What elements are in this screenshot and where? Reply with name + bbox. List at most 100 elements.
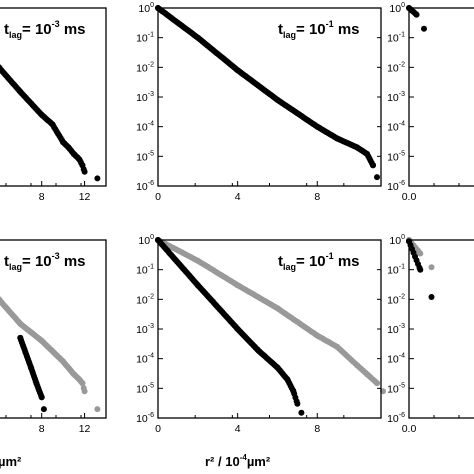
x-axis-label-center: r² / 10-4µm² bbox=[205, 453, 271, 469]
data-point bbox=[417, 266, 424, 273]
y-tick-label: 10-6 bbox=[387, 412, 405, 425]
data-point bbox=[428, 264, 435, 271]
y-tick-label: 10-2 bbox=[387, 293, 405, 306]
y-tick-label: 100 bbox=[389, 2, 405, 15]
data-point bbox=[79, 162, 86, 169]
data-point bbox=[38, 337, 45, 344]
data-point bbox=[79, 380, 86, 387]
x-tick-label: 12 bbox=[79, 191, 91, 203]
data-point bbox=[334, 343, 341, 350]
data-point bbox=[294, 400, 301, 407]
data-point bbox=[94, 406, 101, 413]
series-bottom-middle-0 bbox=[155, 237, 386, 395]
panel-top-middle: 100 10-1 10-2 10-3 10-4 10-5 10-60 4 8 tlag= 10-1… bbox=[136, 2, 382, 203]
data-point bbox=[274, 364, 281, 371]
x-tick-label: 8 bbox=[39, 423, 45, 435]
lag-time-annotation: tlag= 10-3 ms bbox=[4, 19, 86, 40]
y-tick-label: 10-3 bbox=[136, 91, 154, 104]
data-point bbox=[17, 334, 24, 341]
data-point bbox=[354, 144, 361, 151]
lag-time-annotation: tlag= 10-3 ms bbox=[4, 251, 86, 272]
x-tick-label: 4 bbox=[235, 423, 241, 435]
y-tick-label: 10-2 bbox=[387, 61, 405, 74]
data-point bbox=[60, 358, 67, 365]
data-point bbox=[374, 380, 380, 387]
data-point bbox=[274, 96, 281, 103]
y-tick-label: 100 bbox=[389, 234, 405, 247]
data-point bbox=[364, 371, 371, 378]
data-point bbox=[413, 11, 420, 18]
series-bottom-left-1 bbox=[17, 334, 47, 413]
data-point bbox=[17, 88, 24, 95]
data-point bbox=[76, 156, 83, 163]
y-tick-label: 10-6 bbox=[387, 180, 405, 193]
data-point bbox=[234, 326, 241, 332]
data-point bbox=[417, 250, 424, 257]
data-point bbox=[38, 111, 45, 118]
data-point bbox=[194, 34, 201, 41]
data-point bbox=[298, 409, 305, 416]
data-point bbox=[284, 376, 291, 383]
x-tick-label: 8 bbox=[314, 191, 320, 203]
y-tick-label: 100 bbox=[138, 234, 154, 247]
data-point bbox=[314, 332, 321, 339]
series-top-left-0 bbox=[0, 64, 101, 182]
y-tick-label: 10-5 bbox=[387, 150, 405, 163]
x-tick-label: 0 bbox=[155, 423, 161, 435]
data-point bbox=[274, 305, 281, 312]
y-tick-label: 10-4 bbox=[136, 121, 154, 134]
data-point bbox=[70, 151, 77, 157]
data-point bbox=[65, 144, 72, 151]
y-tick-label: 10-4 bbox=[387, 121, 405, 134]
panel-top-left: 8 12 tlag= 10-3 ms bbox=[0, 7, 107, 203]
data-point bbox=[0, 64, 2, 71]
data-point bbox=[370, 162, 376, 169]
x-tick-label: 12 bbox=[79, 423, 91, 435]
y-tick-label: 10-3 bbox=[387, 323, 405, 336]
y-tick-label: 10-5 bbox=[136, 382, 154, 395]
data-point bbox=[314, 123, 321, 130]
data-point bbox=[60, 139, 67, 146]
data-point bbox=[234, 67, 241, 74]
series-bottom-left-0 bbox=[0, 296, 101, 413]
y-tick-label: 10-5 bbox=[387, 382, 405, 395]
data-point bbox=[17, 320, 24, 327]
data-point bbox=[334, 135, 341, 142]
data-point bbox=[28, 364, 34, 371]
y-tick-label: 10-2 bbox=[136, 293, 154, 306]
y-tick-label: 10-3 bbox=[387, 91, 405, 104]
data-point bbox=[81, 388, 88, 395]
data-point bbox=[38, 394, 45, 401]
data-point bbox=[234, 282, 241, 289]
data-point bbox=[290, 388, 297, 395]
y-tick-label: 10-1 bbox=[387, 264, 405, 277]
x-axis-label-partial: µm² bbox=[0, 454, 22, 469]
panel-bottom-middle: 100 10-1 10-2 10-3 10-4 10-5 10-60 4 8 tlag= 10-1… bbox=[136, 234, 386, 435]
lag-time-annotation: tlag= 10-1 ms bbox=[278, 19, 360, 40]
y-tick-label: 10-6 bbox=[136, 180, 154, 193]
y-tick-label: 10-1 bbox=[387, 32, 405, 45]
x-tick-label: 0.0 bbox=[402, 423, 417, 435]
x-tick-label: 0.0 bbox=[402, 191, 417, 203]
data-point bbox=[354, 362, 361, 369]
series-bottom-middle-1 bbox=[155, 237, 305, 416]
data-point bbox=[94, 175, 101, 182]
data-point bbox=[421, 25, 427, 32]
x-tick-label: 0 bbox=[155, 191, 161, 203]
y-tick-label: 10-3 bbox=[136, 323, 154, 336]
panel-bottom-left: 8 12 tlag= 10-3 ms bbox=[0, 239, 107, 435]
data-point bbox=[374, 174, 380, 181]
data-point bbox=[70, 371, 77, 378]
data-point bbox=[194, 282, 201, 289]
panel-top-right: 100 10-1 10-2 10-3 10-4 10-5 10-60.0 bbox=[387, 2, 474, 203]
y-tick-label: 10-1 bbox=[136, 32, 154, 45]
data-point bbox=[81, 168, 88, 175]
data-point bbox=[33, 380, 40, 387]
y-tick-label: 10-4 bbox=[136, 353, 154, 366]
y-tick-label: 10-5 bbox=[136, 150, 154, 163]
y-tick-label: 10-2 bbox=[136, 61, 154, 74]
x-axis-labels-group: µm² r² / 10-4µm² bbox=[0, 453, 271, 469]
x-tick-label: 8 bbox=[39, 191, 45, 203]
